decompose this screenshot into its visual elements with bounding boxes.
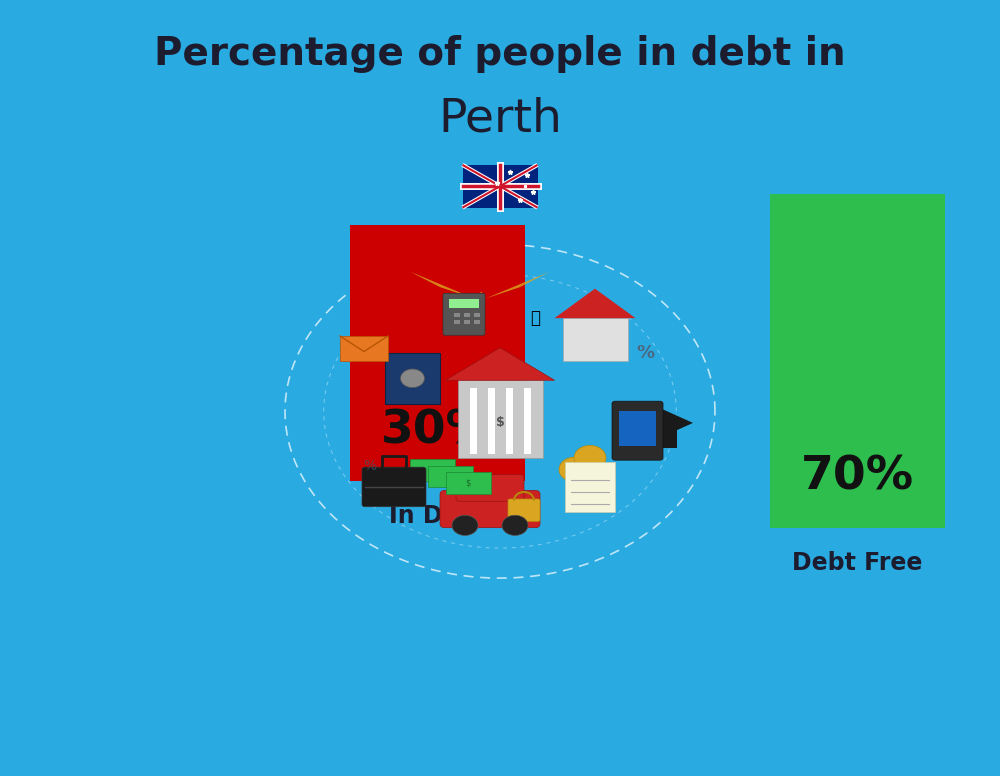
Polygon shape: [410, 272, 475, 299]
FancyBboxPatch shape: [456, 474, 524, 501]
Circle shape: [502, 515, 528, 535]
FancyBboxPatch shape: [462, 165, 538, 207]
Text: Percentage of people in debt in: Percentage of people in debt in: [154, 35, 846, 73]
Text: Perth: Perth: [438, 97, 562, 142]
FancyBboxPatch shape: [770, 194, 945, 528]
Text: ⚕: ⚕: [476, 291, 484, 307]
Circle shape: [574, 445, 606, 470]
FancyBboxPatch shape: [446, 472, 491, 494]
Polygon shape: [617, 406, 693, 440]
Polygon shape: [446, 348, 554, 380]
FancyBboxPatch shape: [458, 380, 542, 458]
Text: Debt Free: Debt Free: [792, 551, 923, 574]
Circle shape: [559, 457, 591, 482]
Text: $: $: [447, 472, 453, 481]
Text: $: $: [465, 478, 471, 487]
Text: 70%: 70%: [801, 455, 914, 500]
FancyBboxPatch shape: [449, 299, 479, 308]
FancyBboxPatch shape: [562, 318, 628, 361]
FancyBboxPatch shape: [454, 313, 460, 317]
FancyBboxPatch shape: [565, 462, 615, 512]
Polygon shape: [554, 289, 636, 318]
FancyBboxPatch shape: [612, 401, 663, 460]
Circle shape: [452, 515, 478, 535]
Polygon shape: [485, 272, 550, 299]
Text: $: $: [496, 417, 504, 429]
Text: $: $: [429, 466, 435, 475]
FancyBboxPatch shape: [440, 490, 540, 528]
FancyBboxPatch shape: [619, 411, 656, 446]
FancyBboxPatch shape: [474, 320, 480, 324]
FancyBboxPatch shape: [470, 388, 477, 454]
Circle shape: [569, 469, 601, 494]
Text: In Debt: In Debt: [389, 504, 486, 528]
FancyBboxPatch shape: [350, 225, 525, 481]
Text: 30%: 30%: [381, 408, 494, 453]
FancyBboxPatch shape: [385, 353, 440, 404]
FancyBboxPatch shape: [474, 313, 480, 317]
FancyBboxPatch shape: [464, 320, 470, 324]
FancyBboxPatch shape: [633, 428, 677, 448]
FancyBboxPatch shape: [340, 336, 388, 361]
Circle shape: [401, 369, 425, 388]
Text: 🔑: 🔑: [530, 309, 540, 327]
FancyBboxPatch shape: [362, 467, 426, 507]
FancyBboxPatch shape: [508, 499, 540, 521]
FancyBboxPatch shape: [454, 320, 460, 324]
FancyBboxPatch shape: [410, 459, 455, 481]
FancyBboxPatch shape: [506, 388, 513, 454]
Text: %: %: [636, 344, 654, 362]
FancyBboxPatch shape: [428, 466, 473, 487]
FancyBboxPatch shape: [524, 388, 531, 454]
FancyBboxPatch shape: [443, 293, 485, 335]
FancyBboxPatch shape: [488, 388, 495, 454]
FancyBboxPatch shape: [464, 313, 470, 317]
Text: %: %: [363, 459, 377, 473]
